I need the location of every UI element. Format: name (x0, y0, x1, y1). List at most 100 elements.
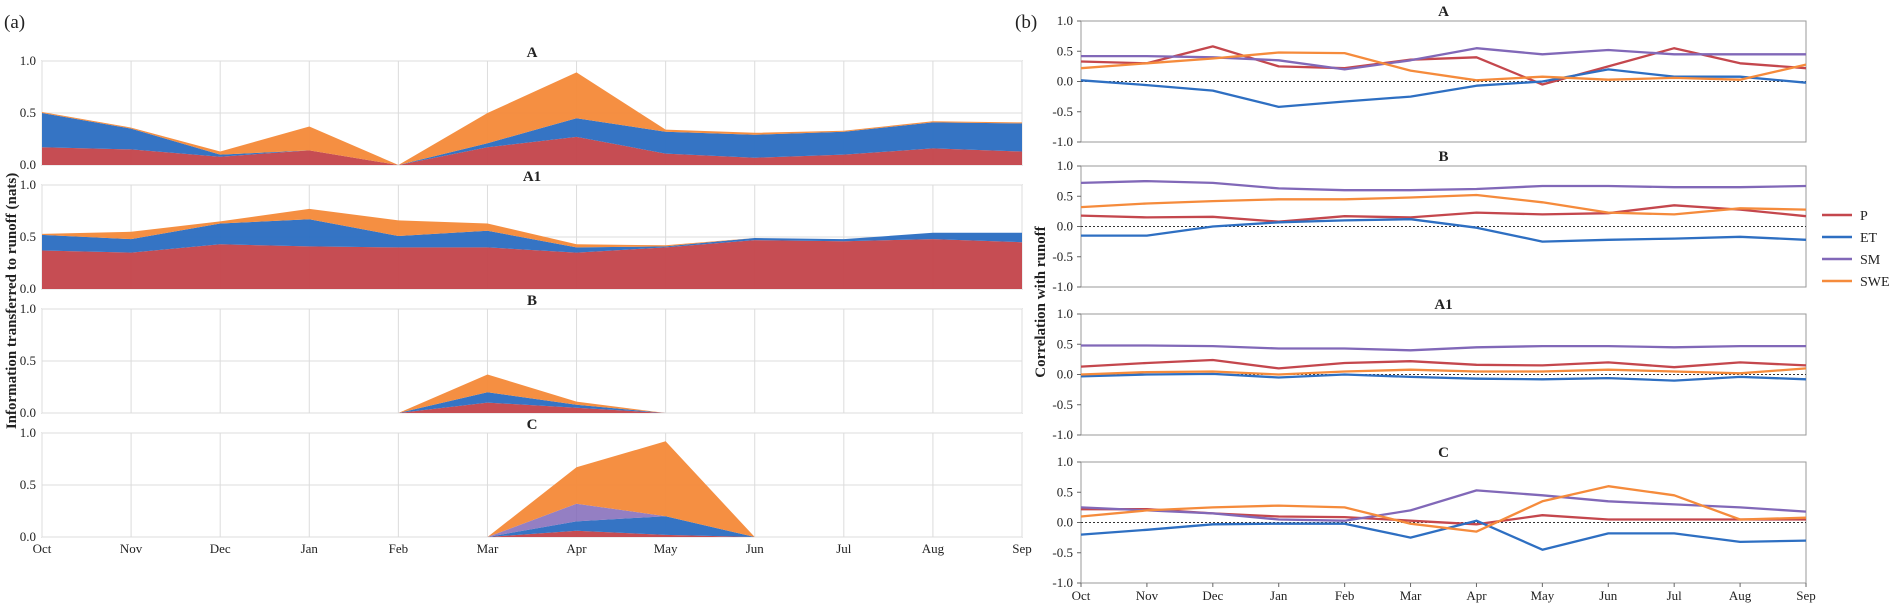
subplot-title: A (527, 45, 538, 61)
y-tick-label: 0.0 (1057, 219, 1073, 234)
area-et (42, 392, 1022, 413)
area-subplot-a: 0.0 0.5 1.0 A (20, 45, 1023, 172)
y-tick-label: 0.5 (20, 229, 36, 244)
y-axis-label: Correlation with runoff (1033, 225, 1049, 377)
y-tick-label: -1.0 (1052, 427, 1073, 442)
x-tick-label: Oct (33, 541, 52, 556)
y-axis-label: Information transferred to runoff (nats) (4, 173, 20, 429)
line-swe (1080, 367, 1807, 376)
subplot-title: C (527, 417, 538, 433)
y-tick-label: 0.0 (1057, 74, 1073, 89)
line-p (1080, 45, 1807, 86)
x-tick-label: Apr (566, 541, 587, 556)
x-tick-label: Jul (836, 541, 852, 556)
area-p (42, 136, 1022, 165)
y-tick-label: 1.0 (20, 301, 36, 316)
area-p (42, 530, 1022, 537)
x-tick-label: May (654, 541, 678, 556)
subplot-title: B (1438, 149, 1448, 165)
y-tick-label: 0.0 (20, 405, 36, 420)
line-sm (1080, 179, 1807, 192)
line-swe (1080, 51, 1807, 82)
line-sm (1081, 344, 1806, 352)
y-tick-label: 0.0 (20, 157, 36, 172)
line-sm (1081, 47, 1806, 71)
y-tick-label: -0.5 (1052, 397, 1073, 412)
x-tick-label: Jul (1667, 588, 1683, 603)
area-subplot-c: 0.0 0.5 1.0 C Oct Nov Dec Jan Feb Mar Apr May Jun Jul… (20, 417, 1032, 556)
area-swe (42, 208, 1022, 248)
y-tick-label: -1.0 (1052, 279, 1073, 294)
y-tick-label: 1.0 (1057, 158, 1073, 173)
line-subplot-b: -1.0 -0.5 0.0 0.5 1.0 B (1052, 149, 1807, 294)
x-tick-label: Jan (301, 541, 319, 556)
subplot-title: A1 (523, 169, 541, 185)
y-tick-label: 0.0 (20, 529, 36, 544)
area-swe (42, 441, 1022, 537)
subplot-title: A (1438, 4, 1449, 20)
x-tick-label: Nov (120, 541, 143, 556)
area-et (42, 219, 1022, 253)
y-tick-label: -0.5 (1052, 249, 1073, 264)
panel-a-label: (a) (4, 12, 25, 33)
x-tick-label: May (1530, 588, 1554, 603)
x-tick-label: Aug (922, 541, 945, 556)
y-tick-label: -1.0 (1052, 575, 1073, 590)
y-tick-label: 1.0 (1057, 13, 1073, 28)
line-et (1080, 68, 1807, 109)
x-tick-label: Mar (1400, 588, 1422, 603)
area-p (42, 402, 1022, 413)
y-tick-label: 0.5 (20, 105, 36, 120)
line-p (1080, 358, 1807, 370)
line-swe (1080, 485, 1807, 533)
x-tick-label: Mar (477, 541, 499, 556)
y-tick-label: 0.0 (1057, 515, 1073, 530)
x-tick-label: Sep (1796, 588, 1816, 603)
y-tick-label: 0.0 (20, 281, 36, 296)
y-tick-label: 0.5 (1057, 484, 1073, 499)
subplot-title: C (1438, 445, 1449, 461)
y-tick-label: -0.5 (1052, 545, 1073, 560)
area-et (42, 113, 1022, 165)
legend-label-sm: SM (1860, 253, 1881, 268)
x-tick-label: Aug (1729, 588, 1752, 603)
y-tick-label: 0.5 (1057, 43, 1073, 58)
y-tick-label: 1.0 (20, 53, 36, 68)
y-tick-label: 1.0 (20, 177, 36, 192)
y-tick-label: 1.0 (1057, 306, 1073, 321)
y-tick-label: 0.5 (1057, 336, 1073, 351)
x-tick-label: Feb (1335, 588, 1355, 603)
line-subplot-a: -1.0 -0.5 0.0 0.5 1.0 A (1052, 4, 1807, 149)
x-tick-label: Jan (1270, 588, 1288, 603)
line-et (1080, 519, 1807, 551)
legend: P ET SM SWE (1822, 209, 1890, 290)
line-subplot-c: -1.0 -0.5 0.0 0.5 1.0 C Oct Nov Dec Jan Feb Mar Apr M… (1052, 445, 1815, 603)
y-tick-label: 1.0 (20, 425, 36, 440)
x-tick-label: Apr (1466, 588, 1487, 603)
line-sm (1080, 489, 1807, 522)
x-tick-label: Dec (210, 541, 231, 556)
x-tick-label: Sep (1012, 541, 1032, 556)
area-et (42, 516, 1022, 537)
line-p (1080, 204, 1807, 223)
line-et (1080, 372, 1807, 382)
line-et (1081, 218, 1807, 243)
area-swe (42, 72, 1022, 165)
x-tick-label: Dec (1202, 588, 1223, 603)
x-tick-label: Feb (389, 541, 409, 556)
x-tick-label: Nov (1136, 588, 1159, 603)
legend-label-p: P (1860, 209, 1868, 224)
area-subplot-a1: 0.0 0.5 1.0 A1 (20, 169, 1023, 296)
panel-b-label: (b) (1015, 12, 1037, 33)
legend-label-swe: SWE (1860, 275, 1890, 290)
y-tick-label: -1.0 (1052, 134, 1073, 149)
line-swe (1080, 193, 1807, 216)
y-tick-label: 0.5 (20, 477, 36, 492)
area-swe (42, 374, 1022, 413)
legend-label-et: ET (1860, 231, 1878, 246)
x-tick-label: Oct (1072, 588, 1091, 603)
panel-a-area-charts: 0.0 0.5 1.0 A 0.0 0.5 1.0 A1 0.0 0.5 1.0 B 0.0 0.5 1.0… (4, 45, 1032, 556)
x-tick-label: Jun (746, 541, 765, 556)
line-subplot-a1: -1.0 -0.5 0.0 0.5 1.0 A1 (1052, 297, 1807, 442)
